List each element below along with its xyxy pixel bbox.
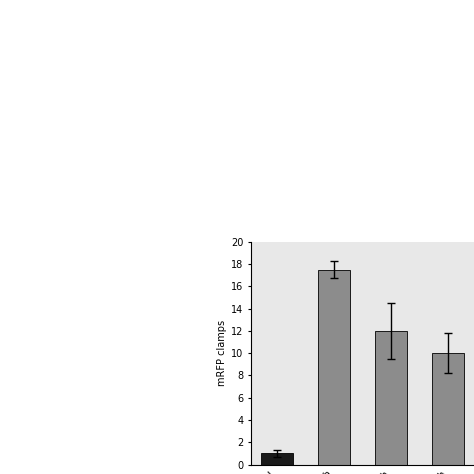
Bar — [375, 331, 407, 465]
Bar — [261, 453, 293, 465]
Bar — [319, 270, 350, 465]
Bar — [432, 353, 464, 465]
Y-axis label: mRFP clamps: mRFP clamps — [217, 320, 227, 386]
